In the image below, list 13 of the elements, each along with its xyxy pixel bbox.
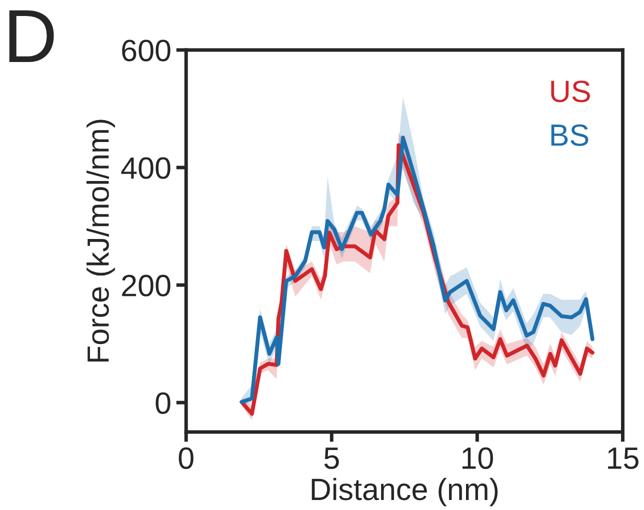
y-tick-label: 200	[122, 274, 170, 296]
text: D	[9, 10, 54, 62]
y-tick-label: 0	[156, 392, 170, 414]
x-tick-label: 10	[462, 447, 494, 469]
x-axis-title: Distance (nm)	[312, 478, 498, 506]
x-tick-label: 15	[608, 448, 638, 469]
x-tick-label: 5	[324, 448, 339, 469]
y-axis-title: Force (kJ/mol/nm)	[86, 120, 115, 362]
y-tick-label: 400	[121, 157, 170, 179]
y-tick-label: 600	[122, 40, 170, 62]
x-tick-label: 0	[178, 447, 194, 469]
text: BS	[551, 124, 588, 146]
text: US	[551, 80, 590, 102]
